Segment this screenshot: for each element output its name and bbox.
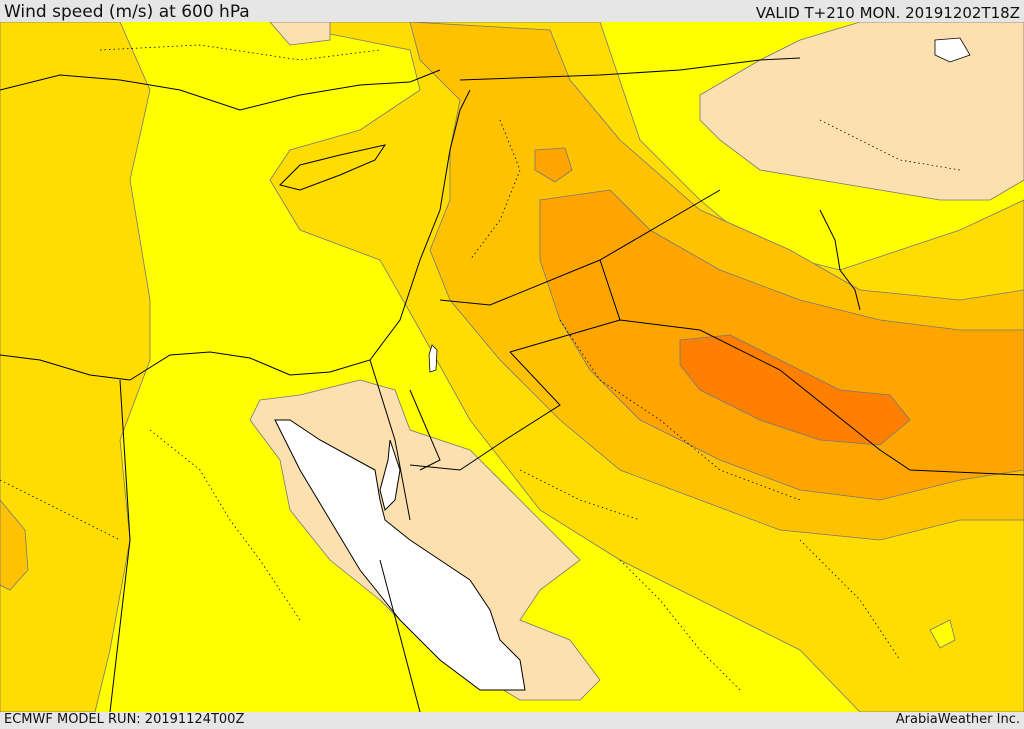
credit-label: ArabiaWeather Inc.: [895, 712, 1020, 727]
dotted-saudi-north: [559, 319, 801, 501]
red-sea: [274, 419, 526, 691]
dotted-saudi-east: [799, 539, 901, 661]
border-egypt-israel: [369, 359, 411, 521]
border-syria-iraq: [439, 189, 721, 306]
dead-sea: [428, 344, 438, 373]
borders-dotted: [0, 44, 961, 691]
map-canvas: [0, 22, 1024, 712]
footer-bar: ECMWF MODEL RUN: 20191124T00Z ArabiaWeat…: [0, 712, 1024, 729]
gulf-coast: [819, 209, 861, 311]
coastline-anatolia: [0, 69, 441, 111]
map-title: Wind speed (m/s) at 600 hPa: [4, 2, 250, 22]
lake-urmia: [934, 37, 971, 63]
border-jordan-saudi-south: [409, 351, 561, 471]
band-lowest-north: [699, 22, 1024, 201]
band-max: [679, 334, 911, 446]
band-high-west: [0, 499, 29, 591]
band-mid-west: [0, 22, 151, 712]
border-libya-egypt: [109, 379, 131, 712]
model-run-label: ECMWF MODEL RUN: 20191124T00Z: [4, 712, 245, 727]
border-jordan-saudi: [509, 319, 621, 353]
dotted-saudi-west: [619, 559, 741, 691]
wind-speed-map[interactable]: [0, 22, 1024, 712]
valid-time: VALID T+210 MON. 20191202T18Z: [755, 4, 1020, 22]
band-lowest-patch: [269, 22, 331, 46]
band-low-patch: [929, 619, 956, 649]
dotted-egypt: [149, 429, 301, 621]
border-sudan: [379, 559, 421, 712]
border-jordan: [409, 389, 441, 471]
coastline-mediterranean: [0, 89, 471, 381]
border-turkey-syria: [459, 57, 801, 81]
cyprus-outline: [279, 144, 387, 191]
band-high2-spot: [534, 147, 573, 183]
borders-solid: [109, 57, 1024, 712]
header-bar: Wind speed (m/s) at 600 hPa VALID T+210 …: [0, 0, 1024, 22]
dotted-turkey: [99, 44, 381, 61]
gulf-of-aqaba: [379, 439, 401, 511]
dotted-saudi-center: [519, 469, 641, 521]
